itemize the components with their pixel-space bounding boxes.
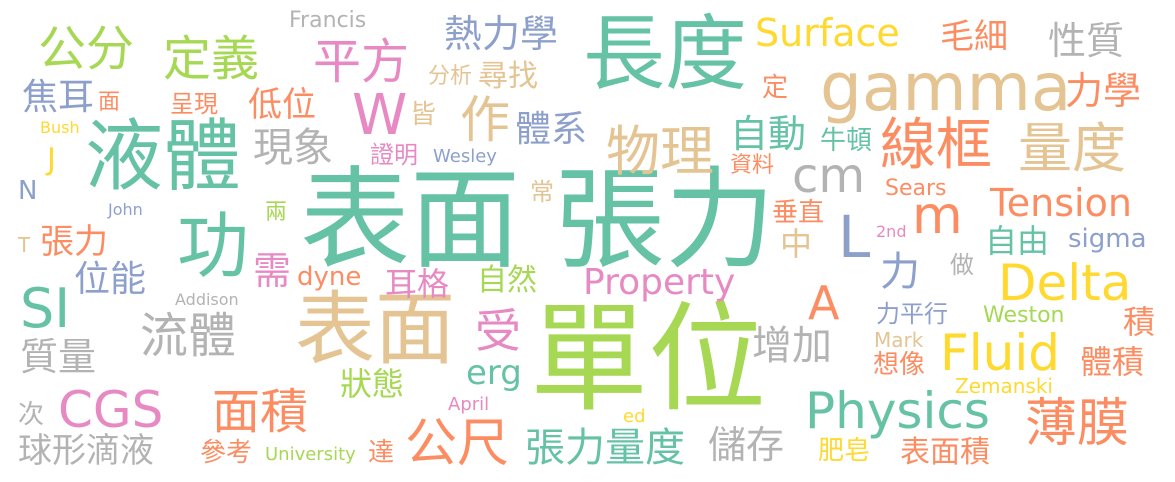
word-zhangli: 張力 xyxy=(40,222,108,262)
word-zhiliang: 質量 xyxy=(20,335,97,379)
word-xingzhi: 性質 xyxy=(1048,19,1125,63)
word-weineng: 位能 xyxy=(74,259,147,300)
word-relixue: 熱力學 xyxy=(444,12,559,56)
word-zemanski: Zemanski xyxy=(955,374,1053,398)
word-tension: Tension xyxy=(990,181,1132,225)
word-biaomian: 表面 xyxy=(295,283,455,376)
word-gong: 功 xyxy=(177,204,250,288)
word-diwei: 低位 xyxy=(248,85,316,125)
word-xiangxiang: 想像 xyxy=(873,350,926,380)
word-mian: 面 xyxy=(98,90,121,115)
word-dingyi: 定義 xyxy=(163,31,260,87)
word-mark: Mark xyxy=(874,328,924,352)
word-xianxiang: 現象 xyxy=(253,125,333,171)
word-a: A xyxy=(808,276,840,330)
word-zhengming: 證明 xyxy=(370,141,418,169)
word-erge: 耳格 xyxy=(385,265,450,303)
word-l: L xyxy=(838,203,871,271)
word-fluid: Fluid xyxy=(940,324,1060,382)
word-dyne: dyne xyxy=(297,262,362,292)
word-xiankuang: 線框 xyxy=(880,113,992,178)
word-zhong: 中 xyxy=(780,225,813,263)
word-cm: cm xyxy=(792,148,866,204)
word-niudun: 牛頓 xyxy=(820,126,873,156)
word-sears: Sears xyxy=(885,176,947,201)
word-liangdu: 量度 xyxy=(1018,117,1126,180)
word-tiji: 體積 xyxy=(1080,343,1145,381)
word-zidong: 自動 xyxy=(730,112,807,156)
word-xu: 需 xyxy=(253,249,292,293)
word-addison: Addison xyxy=(175,290,239,309)
word-w: W xyxy=(352,83,408,148)
word-sigma: sigma xyxy=(1068,224,1147,254)
word-chang: 常 xyxy=(530,178,554,206)
word-bush: Bush xyxy=(40,118,80,137)
word-da: 達 xyxy=(368,438,395,468)
word-surface: Surface xyxy=(755,11,900,55)
word-gongfen: 公分 xyxy=(38,21,135,77)
word-tixi: 體系 xyxy=(515,109,588,150)
word-gongchi: 公尺 xyxy=(405,414,510,474)
word-john: John xyxy=(108,200,143,219)
word-qiuxingdiye: 球形滴液 xyxy=(18,431,154,471)
word-si: SI xyxy=(20,277,71,340)
word-m: m xyxy=(912,186,963,246)
word-ziran: 自然 xyxy=(477,263,537,298)
word-university: University xyxy=(265,444,356,465)
word-ci: 次 xyxy=(18,400,45,430)
word-2nd: 2nd xyxy=(876,222,907,241)
word-zhuangtai: 狀態 xyxy=(340,365,405,403)
word-danwei: 單位 xyxy=(530,290,767,428)
word-zhangliliangdu: 張力量度 xyxy=(525,425,685,471)
word-lixue: 力學 xyxy=(1065,69,1142,113)
word-shou: 受 xyxy=(475,304,521,358)
word-ji: 積 xyxy=(1123,303,1156,341)
word-biaomianji: 表面積 xyxy=(900,435,990,470)
word-zengjia: 增加 xyxy=(752,323,832,369)
word-erg: erg xyxy=(466,353,522,393)
word-delta: Delta xyxy=(998,254,1132,312)
word-zuo2: 做 xyxy=(950,251,974,279)
word-liang: 兩 xyxy=(265,200,288,225)
word-ding: 定 xyxy=(762,73,789,103)
word-mianji: 面積 xyxy=(212,384,309,440)
word-jiaoer: 焦耳 xyxy=(22,77,95,118)
word-ziliao: 資料 xyxy=(730,153,775,178)
word-weston: Weston xyxy=(983,303,1065,328)
word-xunzhao: 尋找 xyxy=(478,59,538,94)
word-j: J xyxy=(47,142,56,177)
word-yeti: 液體 xyxy=(85,112,242,202)
word-maoxi: 毛細 xyxy=(940,17,1008,57)
word-baomo: 薄膜 xyxy=(1025,394,1130,454)
word-francis: Francis xyxy=(289,8,367,33)
word-t: T xyxy=(18,233,31,257)
word-liuti: 流體 xyxy=(140,308,237,364)
word-chengxian: 呈現 xyxy=(170,90,218,118)
word-biaomian-zhangli: 表面 張力 xyxy=(300,156,775,284)
word-zuo: 作 xyxy=(460,91,510,149)
word-property: Property xyxy=(583,262,736,303)
word-ed: ed xyxy=(623,406,646,427)
word-pingfang: 平方 xyxy=(313,34,410,90)
word-cgs: CGS xyxy=(58,381,164,439)
word-april: April xyxy=(448,394,490,415)
word-gamma: gamma xyxy=(820,49,1072,126)
word-feizao: 肥皂 xyxy=(818,436,871,466)
word-wuli: 物理 xyxy=(606,120,714,183)
word-cankao: 參考 xyxy=(200,438,253,468)
word-ziyou: 自由 xyxy=(985,222,1050,260)
word-wesley: Wesley xyxy=(433,146,497,167)
word-jie: 皆 xyxy=(410,100,437,130)
word-n: N xyxy=(18,176,38,206)
word-lipingxing: 力平行 xyxy=(876,300,948,328)
word-changdu: 長度 xyxy=(583,7,748,102)
word-fenxi: 分析 xyxy=(428,64,473,89)
word-physics: Physics xyxy=(805,382,990,440)
word-chucun: 儲存 xyxy=(708,423,785,467)
word-li: 力 xyxy=(880,249,920,295)
word-chuizhi: 垂直 xyxy=(772,198,825,228)
